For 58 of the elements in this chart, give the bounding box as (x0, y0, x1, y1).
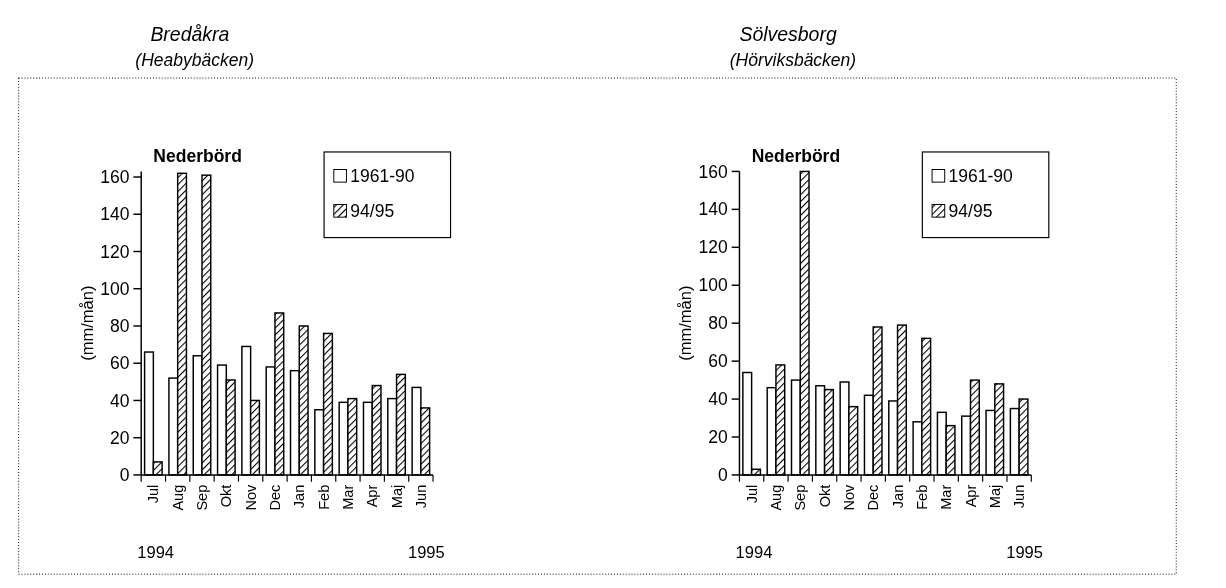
x-tick-label: Feb (315, 484, 332, 510)
x-tick-label: Jul (743, 484, 760, 504)
x-tick-label: Jun (412, 484, 429, 509)
x-tick-label: Okt (816, 484, 833, 508)
text: 1995 (1006, 542, 1043, 562)
text: 1994 (735, 542, 773, 562)
chart-title: Sölvesborg (739, 23, 837, 46)
y-axis-title: (mm/mån) (675, 285, 695, 361)
x-tick-label: Aug (768, 484, 785, 511)
y-tick-label: 0 (718, 465, 729, 486)
y-tick-label: 120 (100, 241, 130, 262)
y-tick-label: 40 (110, 390, 130, 411)
text: Nederbörd (751, 145, 841, 166)
y-tick-label: 60 (708, 351, 729, 372)
x-tick-label: Apr (962, 484, 979, 508)
x-tick-label: Jun (1011, 484, 1028, 509)
x-tick-label: Nov (841, 483, 858, 511)
y-axis-title: (mm/mån) (77, 285, 97, 361)
x-tick-label: Apr (364, 484, 381, 508)
chart-subtitle: (Heabybäcken) (135, 50, 255, 71)
y-tick-label: 140 (100, 204, 130, 225)
x-tick-label: Sep (194, 484, 211, 511)
y-tick-label: 60 (110, 353, 130, 374)
chart-title: Bredåkra (150, 23, 230, 46)
x-tick-label: Mar (340, 484, 357, 510)
y-tick-label: 160 (698, 161, 729, 182)
x-tick-label: Dec (267, 484, 284, 511)
y-tick-label: 120 (698, 237, 729, 258)
y-tick-label: 100 (698, 275, 729, 296)
y-tick-label: 20 (110, 427, 130, 448)
x-tick-label: Maj (986, 484, 1003, 509)
legend-label: 94/95 (350, 201, 395, 222)
x-tick-label: Mar (938, 484, 955, 510)
x-tick-label: Feb (913, 484, 930, 510)
x-tick-label: Jan (889, 484, 906, 509)
legend-label: 1961-90 (948, 166, 1014, 187)
x-tick-label: Sep (792, 484, 809, 511)
text: Nederbörd (153, 145, 242, 166)
chart-subtitle: (Hörviksbäcken) (729, 50, 857, 71)
y-tick-label: 40 (708, 389, 729, 410)
text: 1995 (407, 542, 445, 562)
y-tick-label: 20 (708, 427, 729, 448)
y-tick-label: 0 (119, 465, 130, 486)
x-tick-label: Maj (388, 484, 405, 509)
legend-label: 94/95 (948, 201, 993, 222)
y-tick-label: 100 (100, 278, 130, 299)
y-tick-label: 80 (708, 313, 729, 334)
y-tick-label: 140 (698, 199, 729, 220)
x-tick-label: Jul (145, 484, 162, 504)
x-tick-label: Jan (291, 484, 308, 509)
y-tick-label: 80 (110, 316, 130, 337)
text: 1994 (137, 542, 175, 562)
x-tick-label: Nov (242, 483, 259, 511)
legend-label: 1961-90 (350, 166, 415, 187)
x-tick-label: Aug (169, 484, 186, 511)
y-tick-label: 160 (100, 167, 130, 188)
x-tick-label: Dec (865, 484, 882, 511)
x-tick-label: Okt (218, 484, 235, 508)
